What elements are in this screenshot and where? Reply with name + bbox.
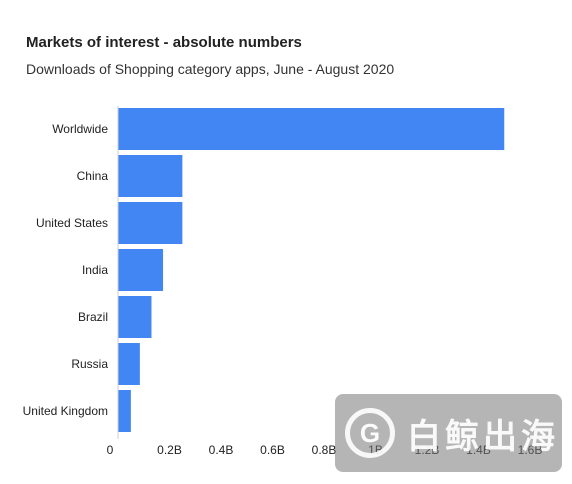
x-tick-label: 0.2B <box>157 443 182 457</box>
x-tick-label: 0.4B <box>209 443 234 457</box>
chart-subtitle: Downloads of Shopping category apps, Jun… <box>26 61 395 77</box>
category-label: China <box>77 169 109 183</box>
bar-brazil <box>118 296 152 338</box>
watermark-logo-icon: G <box>345 408 395 458</box>
category-label: United States <box>36 216 108 230</box>
bar-india <box>118 249 164 291</box>
category-label: Worldwide <box>52 122 108 136</box>
watermark: G 白鲸出海 <box>335 394 562 472</box>
category-label: Brazil <box>78 310 108 324</box>
x-tick-label: 0 <box>107 443 114 457</box>
x-tick-label: 0.8B <box>312 443 337 457</box>
bar-worldwide <box>118 108 505 150</box>
x-tick-label: 0.6B <box>260 443 285 457</box>
bar-united-kingdom <box>118 390 131 432</box>
category-label: Russia <box>71 357 108 371</box>
bar-russia <box>118 343 140 385</box>
watermark-text: 白鲸出海 <box>407 417 559 456</box>
bar-china <box>118 155 183 197</box>
category-label: United Kingdom <box>23 404 108 418</box>
category-label: India <box>82 263 108 277</box>
chart-title: Markets of interest - absolute numbers <box>26 34 302 51</box>
bar-united-states <box>118 202 183 244</box>
